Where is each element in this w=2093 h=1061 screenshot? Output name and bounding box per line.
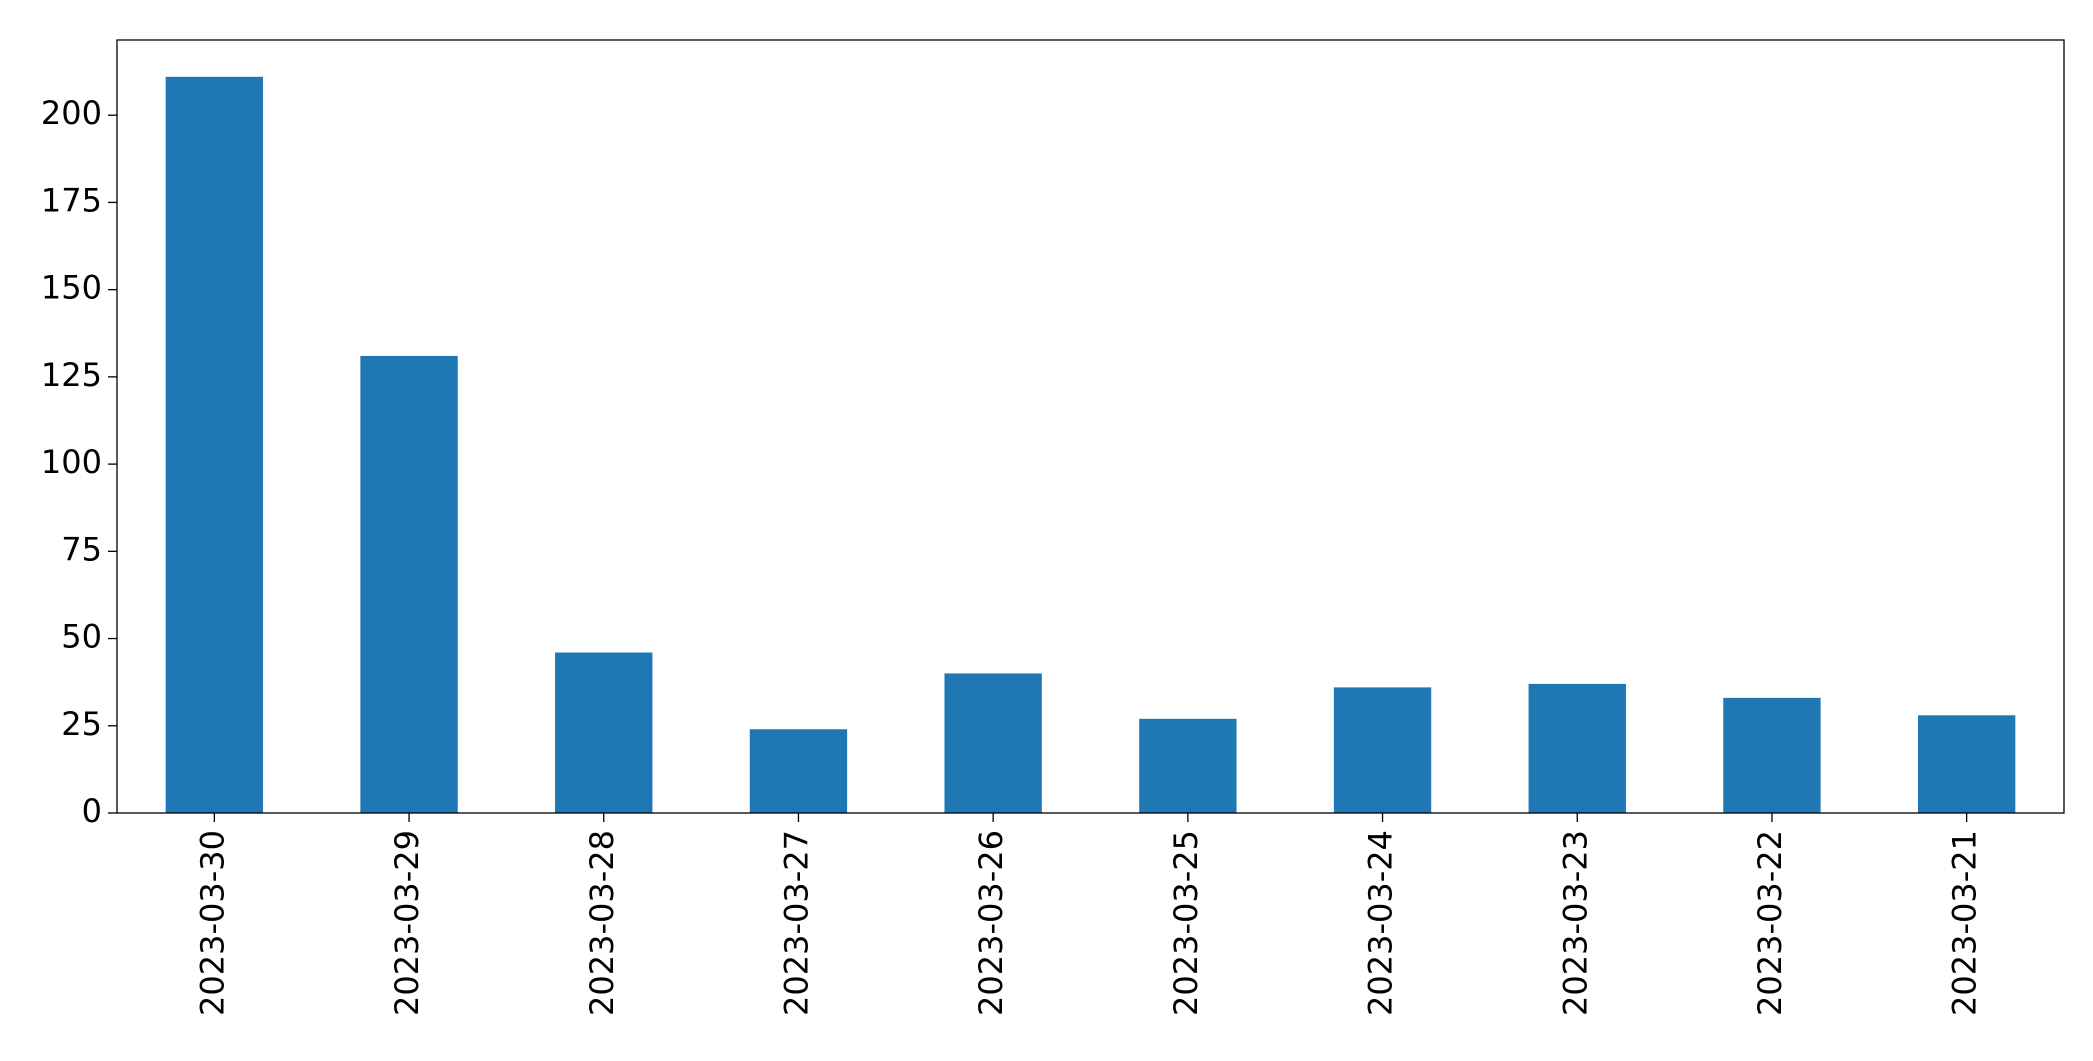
x-tick-label: 2023-03-27 — [777, 830, 815, 1016]
bar — [1333, 687, 1432, 813]
x-tick-label: 2023-03-28 — [583, 830, 621, 1016]
bar — [944, 673, 1042, 813]
y-tick-label: 175 — [41, 181, 102, 219]
y-tick-label: 125 — [41, 356, 102, 394]
x-tick-label: 2023-03-22 — [1751, 830, 1789, 1016]
x-tick-label: 2023-03-29 — [388, 830, 426, 1016]
y-tick-label: 200 — [41, 94, 102, 132]
plot-frame — [116, 39, 2065, 814]
bar — [165, 76, 264, 814]
bar — [749, 729, 848, 813]
x-tick-label: 2023-03-25 — [1167, 830, 1205, 1016]
x-tick-label: 2023-03-21 — [1946, 830, 1984, 1016]
y-tick-label: 25 — [61, 705, 102, 743]
bar — [1723, 697, 1821, 813]
x-tick-label: 2023-03-30 — [193, 830, 231, 1016]
y-tick-label: 75 — [61, 530, 102, 568]
x-tick-label: 2023-03-26 — [972, 830, 1010, 1016]
bar — [1139, 718, 1237, 813]
y-tick-label: 150 — [41, 269, 102, 307]
y-tick-label: 0 — [82, 792, 102, 830]
x-tick-label: 2023-03-24 — [1362, 830, 1400, 1016]
bar — [1528, 683, 1626, 813]
bar — [1917, 715, 2016, 813]
bar — [360, 355, 458, 813]
y-tick-label: 50 — [61, 618, 102, 656]
x-tick-label: 2023-03-23 — [1556, 830, 1594, 1016]
bar — [555, 652, 653, 813]
y-tick-label: 100 — [41, 443, 102, 481]
